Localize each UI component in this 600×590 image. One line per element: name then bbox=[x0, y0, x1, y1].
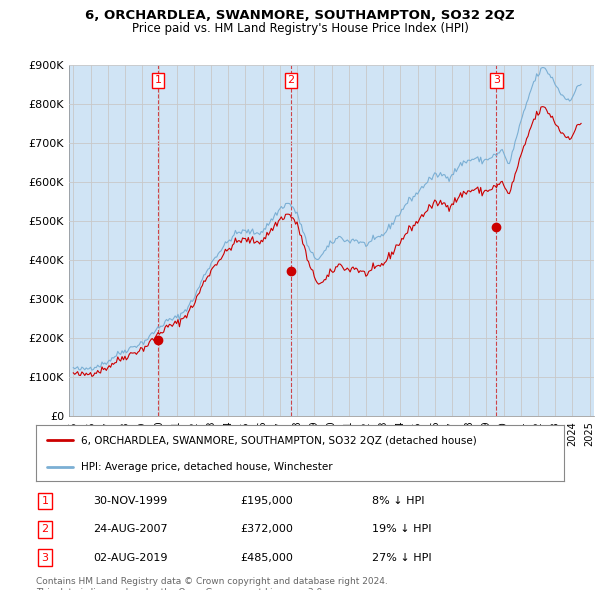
Text: 8% ↓ HPI: 8% ↓ HPI bbox=[372, 496, 425, 506]
Text: 27% ↓ HPI: 27% ↓ HPI bbox=[372, 553, 431, 562]
Text: 1: 1 bbox=[154, 76, 161, 86]
Text: £372,000: £372,000 bbox=[240, 525, 293, 534]
Text: £195,000: £195,000 bbox=[240, 496, 293, 506]
Text: 30-NOV-1999: 30-NOV-1999 bbox=[93, 496, 167, 506]
Text: Price paid vs. HM Land Registry's House Price Index (HPI): Price paid vs. HM Land Registry's House … bbox=[131, 22, 469, 35]
Text: 6, ORCHARDLEA, SWANMORE, SOUTHAMPTON, SO32 2QZ (detached house): 6, ORCHARDLEA, SWANMORE, SOUTHAMPTON, SO… bbox=[81, 435, 476, 445]
Text: 02-AUG-2019: 02-AUG-2019 bbox=[93, 553, 167, 562]
Text: HPI: Average price, detached house, Winchester: HPI: Average price, detached house, Winc… bbox=[81, 462, 332, 472]
Text: 1: 1 bbox=[41, 496, 49, 506]
Text: £485,000: £485,000 bbox=[240, 553, 293, 562]
Text: 19% ↓ HPI: 19% ↓ HPI bbox=[372, 525, 431, 534]
Text: 3: 3 bbox=[493, 76, 500, 86]
Text: 2: 2 bbox=[287, 76, 295, 86]
Text: 6, ORCHARDLEA, SWANMORE, SOUTHAMPTON, SO32 2QZ: 6, ORCHARDLEA, SWANMORE, SOUTHAMPTON, SO… bbox=[85, 9, 515, 22]
Text: 24-AUG-2007: 24-AUG-2007 bbox=[93, 525, 167, 534]
Text: Contains HM Land Registry data © Crown copyright and database right 2024.
This d: Contains HM Land Registry data © Crown c… bbox=[36, 578, 388, 590]
Text: 3: 3 bbox=[41, 553, 49, 562]
Text: 2: 2 bbox=[41, 525, 49, 534]
